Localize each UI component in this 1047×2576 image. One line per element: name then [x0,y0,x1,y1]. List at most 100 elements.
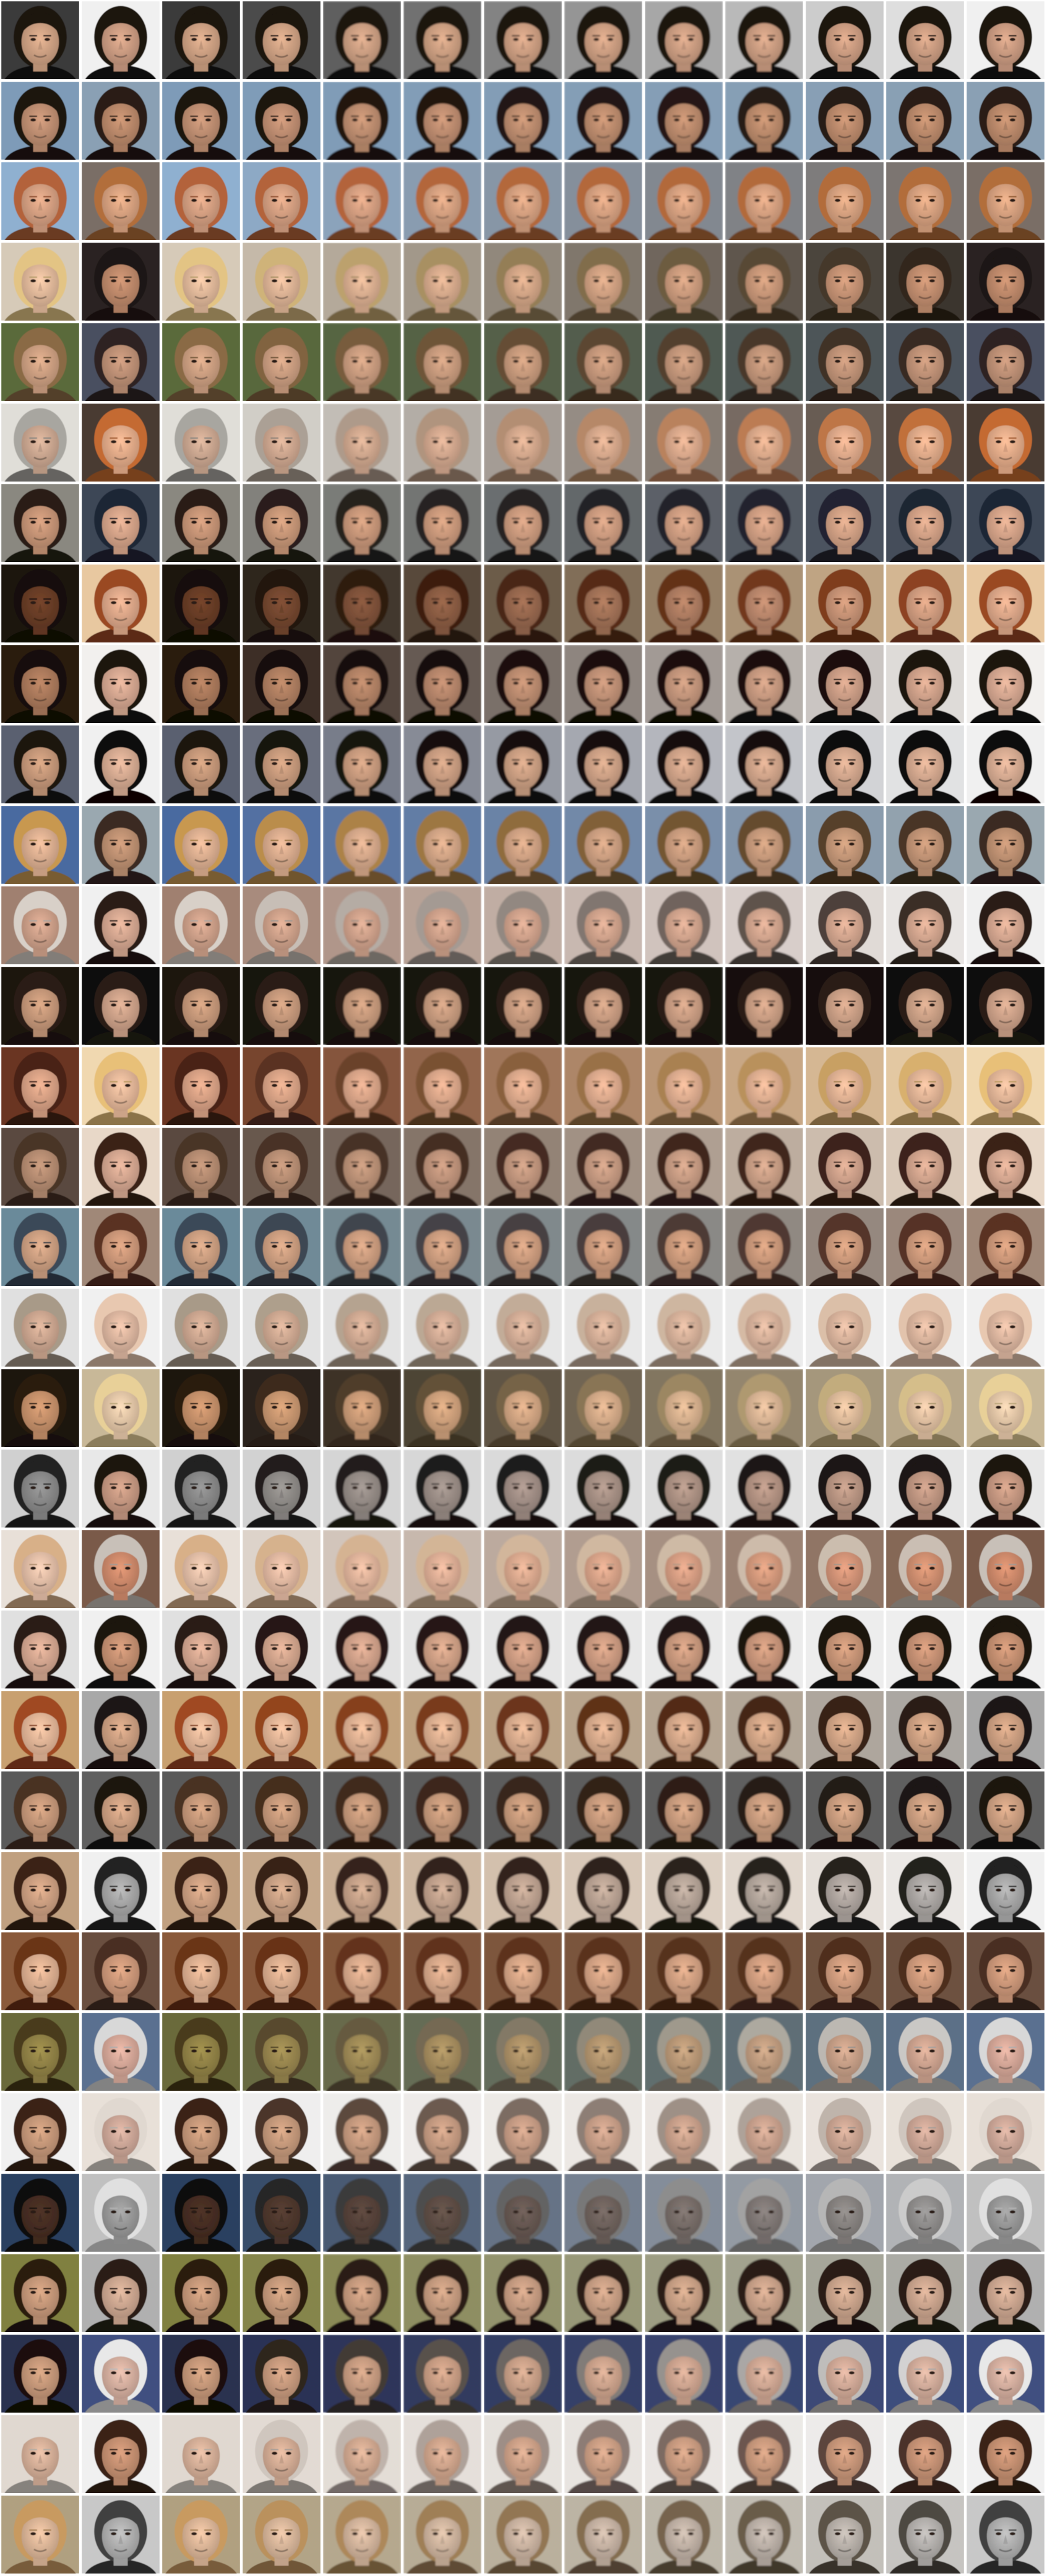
face-image-cell [967,243,1045,321]
face-image-cell [243,1128,321,1206]
face-image-cell [645,404,723,482]
face-image-cell [403,2093,481,2171]
face-portrait [323,725,401,803]
face-image-cell [806,82,884,160]
face-portrait [967,2496,1045,2574]
face-image-cell [564,564,642,642]
face-image-cell [484,1852,562,1930]
face-portrait [403,2254,481,2332]
face-portrait [886,2093,964,2171]
face-portrait [243,564,321,642]
face-portrait [484,1369,562,1447]
face-portrait [323,82,401,160]
face-portrait [484,1610,562,1688]
face-portrait [564,1610,642,1688]
face-image-cell [484,243,562,321]
face-image-cell [806,2254,884,2332]
face-image-cell [806,886,884,964]
face-portrait [484,1450,562,1528]
face-portrait [162,484,240,562]
face-portrait [323,2415,401,2493]
face-image-cell [243,2335,321,2413]
face-portrait [82,2335,160,2413]
face-image-cell [806,967,884,1045]
face-portrait [725,2415,803,2493]
face-portrait [162,1289,240,1367]
face-portrait [82,243,160,321]
face-portrait [725,1450,803,1528]
face-portrait [1,2093,79,2171]
face-image-cell [243,1450,321,1528]
face-image-cell [243,1932,321,2010]
face-image-cell [82,1610,160,1688]
face-image-cell [162,323,240,401]
face-image-cell [323,967,401,1045]
face-portrait [323,806,401,884]
face-image-cell [725,404,803,482]
face-portrait [82,1047,160,1125]
face-image-cell [484,1208,562,1286]
face-image-cell [82,2415,160,2493]
face-image-cell [1,1852,79,1930]
face-portrait [82,967,160,1045]
face-portrait [323,323,401,401]
face-portrait [967,2174,1045,2252]
face-portrait [403,1691,481,1769]
face-portrait [82,806,160,884]
face-image-cell [403,1530,481,1608]
face-image-cell [162,1047,240,1125]
face-image-cell [886,323,964,401]
face-portrait [967,1852,1045,1930]
face-image-cell [82,162,160,240]
face-portrait [162,1,240,79]
face-portrait [243,1450,321,1528]
face-image-cell [243,967,321,1045]
face-image-cell [1,323,79,401]
face-portrait [886,1450,964,1528]
face-portrait [323,1610,401,1688]
face-portrait [1,967,79,1045]
face-portrait [323,967,401,1045]
face-image-cell [243,484,321,562]
face-portrait [886,1852,964,1930]
face-image-cell [725,2093,803,2171]
face-portrait [243,243,321,321]
face-portrait [725,1852,803,1930]
face-portrait [162,886,240,964]
face-image-cell [645,1852,723,1930]
face-portrait [886,1771,964,1849]
face-portrait [243,1852,321,1930]
face-portrait [82,1,160,79]
face-image-cell [1,2415,79,2493]
face-image-cell [403,243,481,321]
face-portrait [162,1932,240,2010]
face-portrait [564,2013,642,2091]
face-portrait [886,1530,964,1608]
face-image-cell [645,1530,723,1608]
face-portrait [162,2174,240,2252]
face-image-cell [564,2174,642,2252]
face-image-cell [82,2335,160,2413]
face-image-cell [243,2254,321,2332]
face-image-cell [725,2496,803,2574]
face-image-cell [725,162,803,240]
face-image-cell [806,564,884,642]
face-image-cell [886,162,964,240]
face-image-cell [82,2174,160,2252]
face-image-cell [806,1691,884,1769]
face-portrait [484,645,562,723]
face-image-cell [82,2254,160,2332]
face-portrait [886,564,964,642]
face-image-cell [82,1128,160,1206]
face-image-cell [82,404,160,482]
face-image-cell [725,243,803,321]
face-image-cell [564,1208,642,1286]
face-portrait [82,2496,160,2574]
face-image-cell [323,1530,401,1608]
face-portrait [162,1691,240,1769]
face-portrait [403,2013,481,2091]
face-image-cell [82,1450,160,1528]
face-portrait [82,2415,160,2493]
face-portrait [162,1128,240,1206]
